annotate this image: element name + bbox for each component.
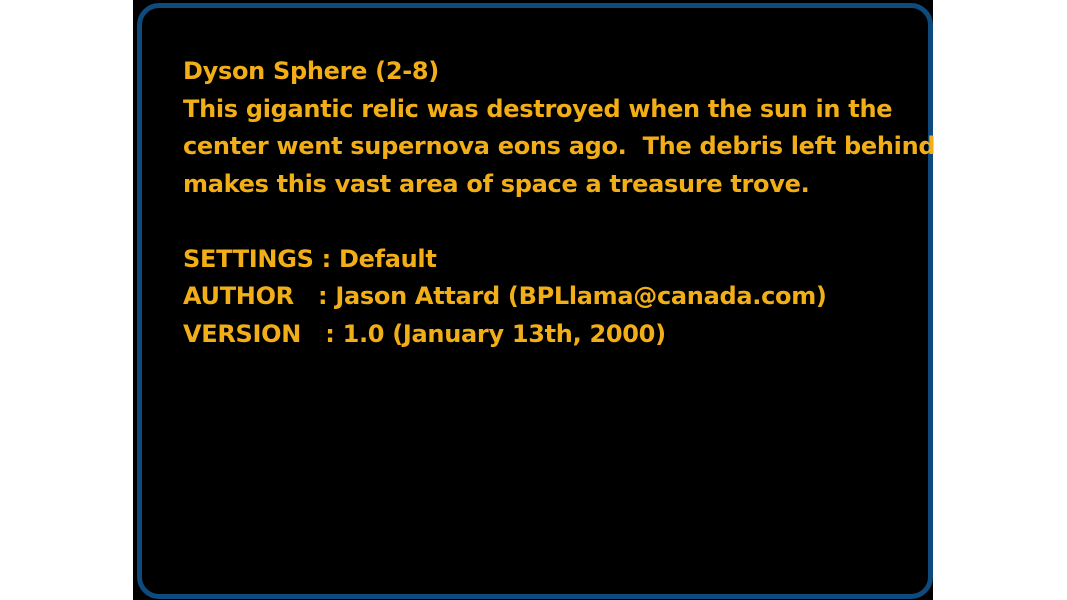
panel-frame [137, 3, 933, 599]
map-description-line-3: makes this vast area of space a treasure… [183, 169, 810, 198]
map-title: Dyson Sphere (2-8) [183, 57, 439, 85]
map-info-panel: Dyson Sphere (2-8) This gigantic relic w… [183, 53, 936, 353]
blank-line [183, 203, 903, 241]
game-screen: Dyson Sphere (2-8) This gigantic relic w… [133, 0, 936, 600]
map-description-line-1: This gigantic relic was destroyed when t… [183, 94, 893, 123]
author-line: AUTHOR : Jason Attard (BPLlama@canada.co… [183, 282, 827, 310]
settings-line: SETTINGS : Default [183, 244, 437, 273]
map-description-line-2: center went supernova eons ago. The debr… [183, 132, 936, 160]
version-line: VERSION : 1.0 (January 13th, 2000) [183, 319, 666, 348]
